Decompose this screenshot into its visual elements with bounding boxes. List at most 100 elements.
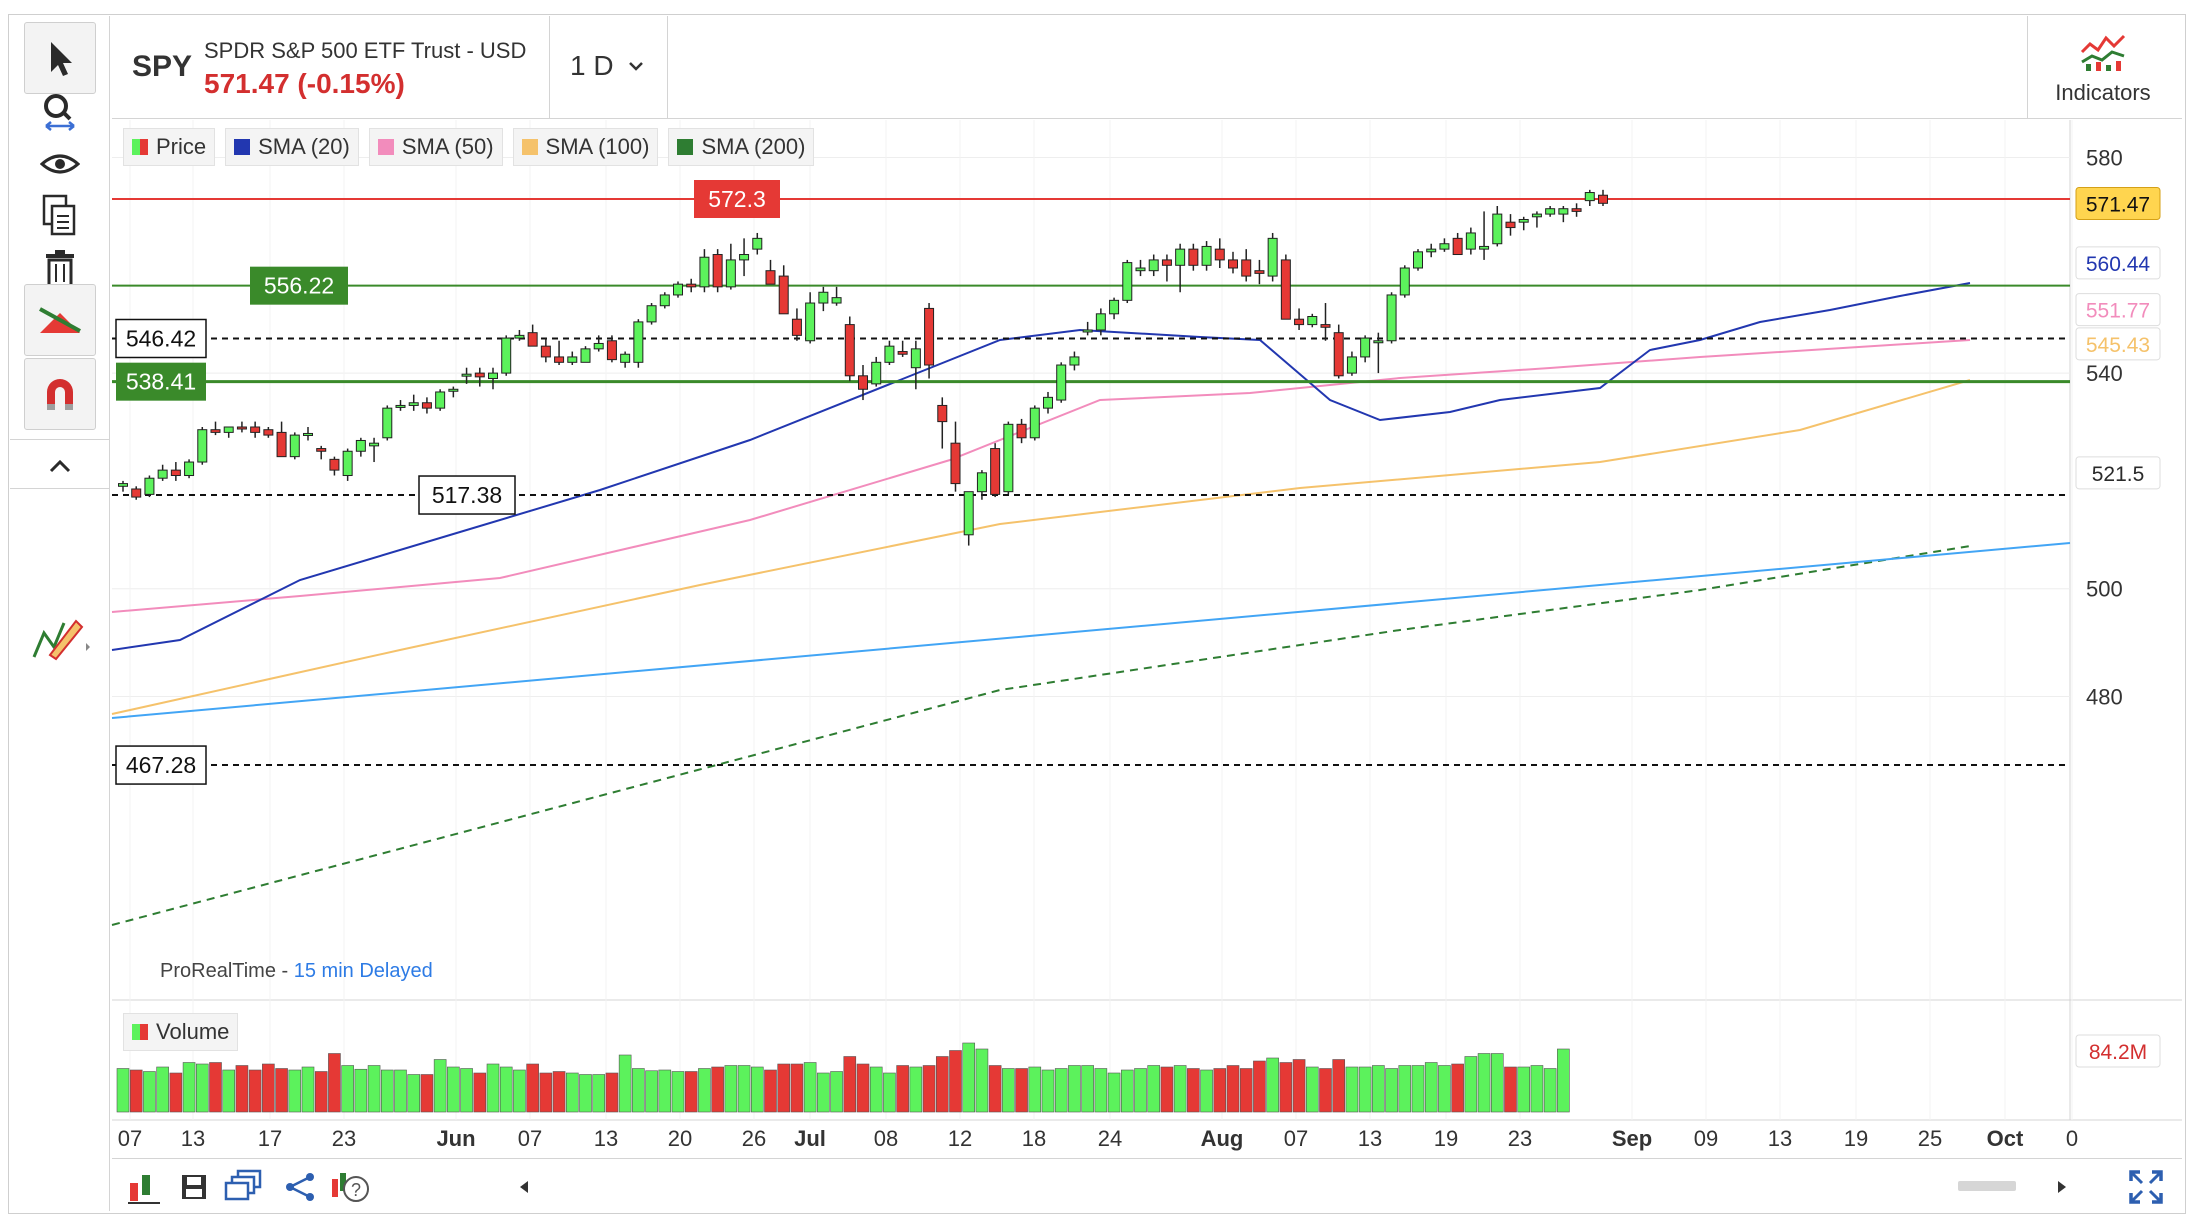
trend-tool-icon[interactable]: [24, 284, 96, 356]
volume-bar: [1041, 1069, 1055, 1113]
volume-bar: [1200, 1069, 1213, 1113]
share-icon[interactable]: [280, 1167, 320, 1207]
candle-body: [1558, 208, 1569, 215]
magnet-icon[interactable]: [24, 358, 96, 430]
candle-body: [910, 348, 921, 369]
candle-body: [1135, 267, 1146, 272]
volume-bar: [1054, 1068, 1068, 1113]
volume-bar: [579, 1074, 592, 1113]
volume-bar: [1424, 1062, 1438, 1113]
volume-bar: [156, 1066, 169, 1113]
price-tag: [2075, 456, 2161, 490]
candle-body: [184, 461, 195, 477]
legend-sma50[interactable]: SMA (50): [368, 128, 503, 166]
zoom-icon[interactable]: [24, 76, 96, 148]
scrollbar-thumb[interactable]: [1958, 1181, 2016, 1191]
candle-body: [963, 491, 974, 536]
legend-price[interactable]: Price: [123, 128, 216, 166]
price-tag: [2075, 293, 2161, 327]
volume-bar: [962, 1042, 976, 1113]
volume-bar: [499, 1066, 513, 1113]
volume-bar: [856, 1063, 870, 1113]
candle-body: [144, 477, 155, 495]
candle-body: [329, 458, 340, 471]
eye-icon[interactable]: [24, 128, 96, 200]
volume-bar: [1411, 1065, 1425, 1113]
x-tick-label: 13: [1768, 1126, 1792, 1151]
x-tick-label: 07: [1284, 1126, 1308, 1151]
x-tick-label: Jul: [794, 1126, 826, 1151]
candle-body: [1333, 332, 1344, 377]
volume-bar: [1160, 1066, 1174, 1113]
legend-volume[interactable]: Volume: [123, 1013, 239, 1051]
scroll-right-icon[interactable]: [2042, 1167, 2082, 1207]
chart-header: SPY SPDR S&P 500 ETF Trust - USD 571.47 …: [112, 16, 2182, 119]
x-tick-label: 08: [874, 1126, 898, 1151]
candle-body: [1043, 396, 1053, 409]
candle-body: [263, 429, 274, 436]
save-icon[interactable]: [174, 1167, 214, 1207]
svg-text:?: ?: [351, 1180, 361, 1200]
volume-bar: [420, 1074, 434, 1113]
help-icon[interactable]: ?: [330, 1167, 370, 1207]
candle-body: [170, 469, 181, 477]
volume-bar: [896, 1065, 909, 1113]
candle-body: [884, 345, 895, 363]
legend-sma200[interactable]: SMA (200): [668, 128, 815, 166]
candle-body: [1228, 259, 1238, 269]
chevron-down-icon: [628, 62, 643, 71]
candle-body: [1109, 299, 1120, 315]
level-label: 517.38: [432, 482, 502, 508]
collapse-icon[interactable]: [24, 446, 96, 486]
volume-bar: [1319, 1068, 1332, 1113]
volume-bar: [724, 1065, 738, 1113]
volume-bar: [1358, 1066, 1372, 1113]
candle-body: [897, 351, 908, 355]
candle-body: [844, 324, 855, 377]
candle-body: [1095, 313, 1106, 331]
interval-selector[interactable]: 1 D: [570, 50, 644, 82]
price-tag-label: 571.47: [2086, 193, 2150, 216]
level-label: 538.41: [126, 369, 196, 395]
volume-bar: [1279, 1062, 1293, 1113]
indicators-button[interactable]: Indicators: [2028, 16, 2178, 118]
candle-body: [1056, 364, 1067, 401]
volume-bar: [1332, 1059, 1346, 1113]
volume-bar: [116, 1068, 130, 1113]
chart-settings-icon[interactable]: [124, 1167, 164, 1207]
candle-body: [1280, 259, 1291, 320]
candle-body: [699, 256, 710, 288]
volume-bar: [1464, 1056, 1478, 1113]
volume-bar: [711, 1066, 724, 1113]
candle-body: [488, 372, 498, 379]
volume-bar: [605, 1072, 619, 1113]
x-tick-label: 09: [1694, 1126, 1718, 1151]
legend-sma100[interactable]: SMA (100): [512, 128, 659, 166]
candle-body: [1452, 237, 1463, 256]
candle-body: [1479, 245, 1490, 250]
volume-bar: [843, 1056, 857, 1113]
volume-bar: [1173, 1065, 1187, 1113]
scroll-left-icon[interactable]: [504, 1167, 544, 1207]
volume-bar: [671, 1071, 685, 1113]
x-tick-label: 13: [1358, 1126, 1382, 1151]
layouts-icon[interactable]: [224, 1167, 264, 1207]
legend-sma20[interactable]: SMA (20): [225, 128, 359, 166]
candle-body: [1294, 318, 1305, 326]
copy-icon[interactable]: [24, 180, 96, 252]
drawing-pencil-icon[interactable]: [24, 602, 96, 674]
volume-bar: [737, 1065, 751, 1113]
candle-body: [448, 388, 459, 392]
volume-bar: [883, 1072, 896, 1113]
fullscreen-icon[interactable]: [2126, 1167, 2166, 1207]
x-tick-label: 19: [1844, 1126, 1868, 1151]
level-label-box: [116, 362, 206, 401]
cursor-icon[interactable]: [24, 22, 96, 94]
volume-bar: [433, 1059, 447, 1113]
candle-body: [686, 283, 697, 288]
candle-body: [765, 270, 776, 285]
volume-bar: [182, 1062, 196, 1113]
candle-body: [1373, 340, 1384, 344]
volume-bar: [975, 1048, 989, 1113]
